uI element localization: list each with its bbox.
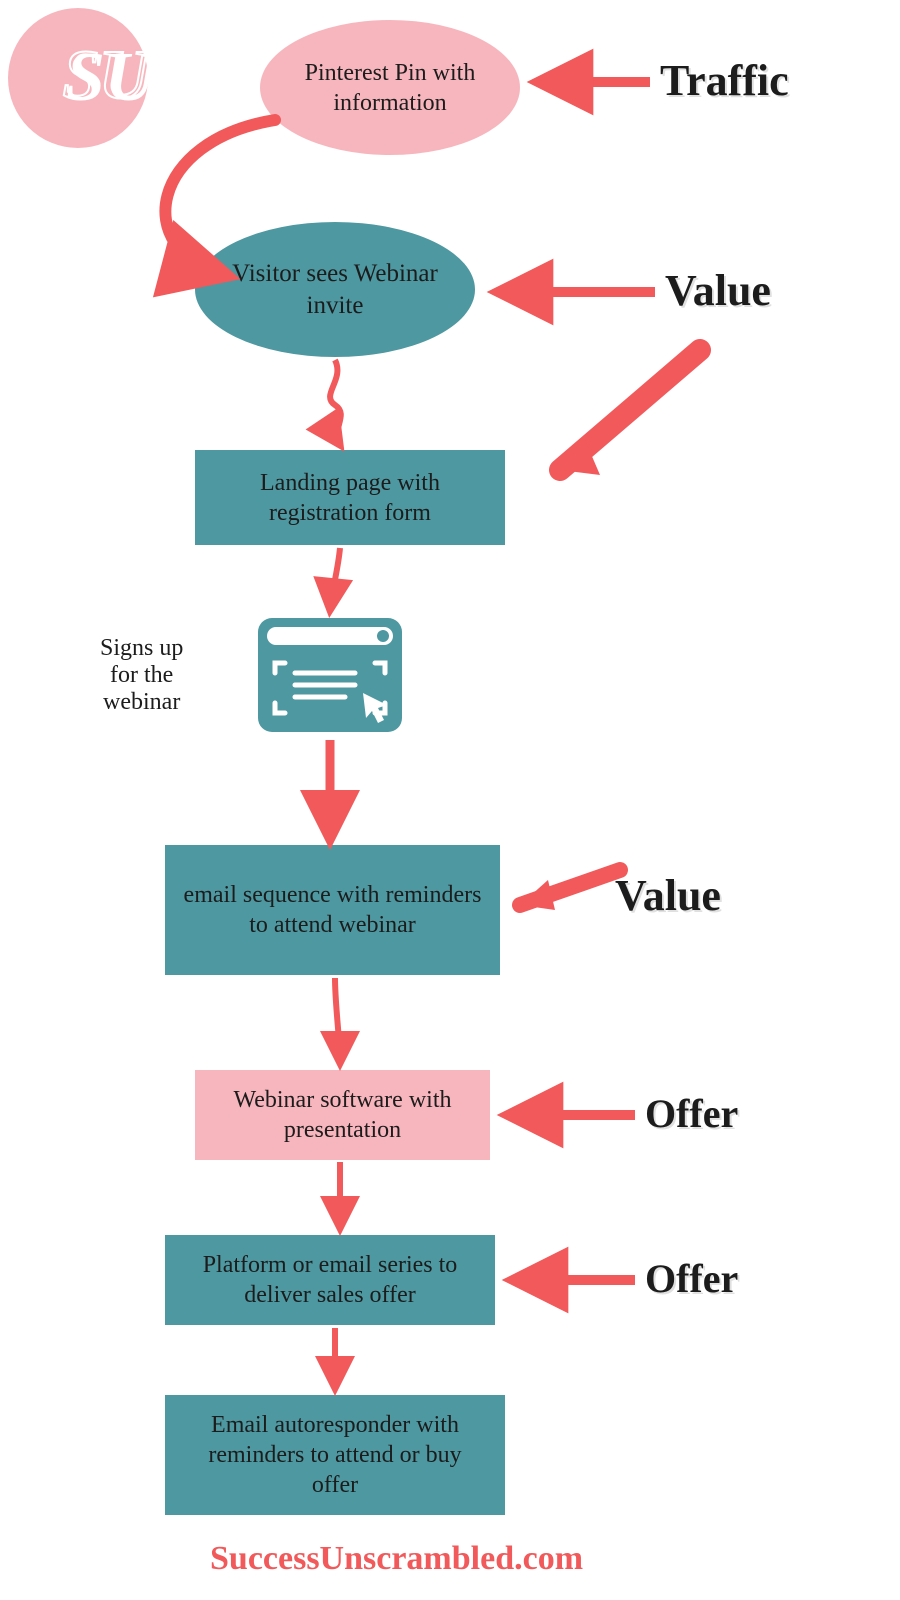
node-text: Landing page with registration form <box>213 468 487 528</box>
node-text: Pinterest Pin with information <box>278 58 502 118</box>
infographic-canvas: SU SU Pinterest Pin with information Vis… <box>0 0 900 1600</box>
arrow-email-to-webinar <box>335 978 340 1063</box>
arrow-invite-to-landing <box>330 360 341 445</box>
footer-brand: SuccessUnscrambled.com <box>210 1540 583 1578</box>
label-offer-2: Offer <box>645 1255 738 1302</box>
arrow-value2-head <box>520 880 555 910</box>
node-text: email sequence with reminders to attend … <box>183 880 482 940</box>
node-text: Webinar software with presentation <box>213 1085 472 1145</box>
svg-text:SU: SU <box>63 37 148 114</box>
signup-caption: Signs up for the webinar <box>100 635 183 716</box>
label-value-2: Value <box>615 870 721 921</box>
signup-caption-line: webinar <box>100 689 183 716</box>
arrow-value-to-landing-head <box>560 440 600 475</box>
node-text: Platform or email series to deliver sale… <box>183 1250 477 1310</box>
node-text: Visitor sees Webinar invite <box>213 258 457 321</box>
node-webinar-software: Webinar software with presentation <box>195 1070 490 1160</box>
label-traffic: Traffic <box>660 55 789 106</box>
node-landing-page: Landing page with registration form <box>195 450 505 545</box>
node-text: Email autoresponder with reminders to at… <box>183 1410 487 1500</box>
node-pinterest-pin: Pinterest Pin with information <box>260 20 520 155</box>
arrow-value2-shaft <box>520 870 620 905</box>
brand-logo: SU SU <box>8 8 148 153</box>
signup-caption-line: Signs up <box>100 635 183 662</box>
arrow-landing-to-signup <box>330 548 340 610</box>
node-autoresponder: Email autoresponder with reminders to at… <box>165 1395 505 1515</box>
signup-browser-icon <box>255 615 405 740</box>
label-offer-1: Offer <box>645 1090 738 1137</box>
signup-caption-line: for the <box>100 662 183 689</box>
arrows-layer <box>0 0 900 1600</box>
label-value-1: Value <box>665 265 771 316</box>
node-email-sequence: email sequence with reminders to attend … <box>165 845 500 975</box>
node-platform: Platform or email series to deliver sale… <box>165 1235 495 1325</box>
arrow-value-to-landing-shaft <box>560 350 700 470</box>
node-webinar-invite: Visitor sees Webinar invite <box>195 222 475 357</box>
